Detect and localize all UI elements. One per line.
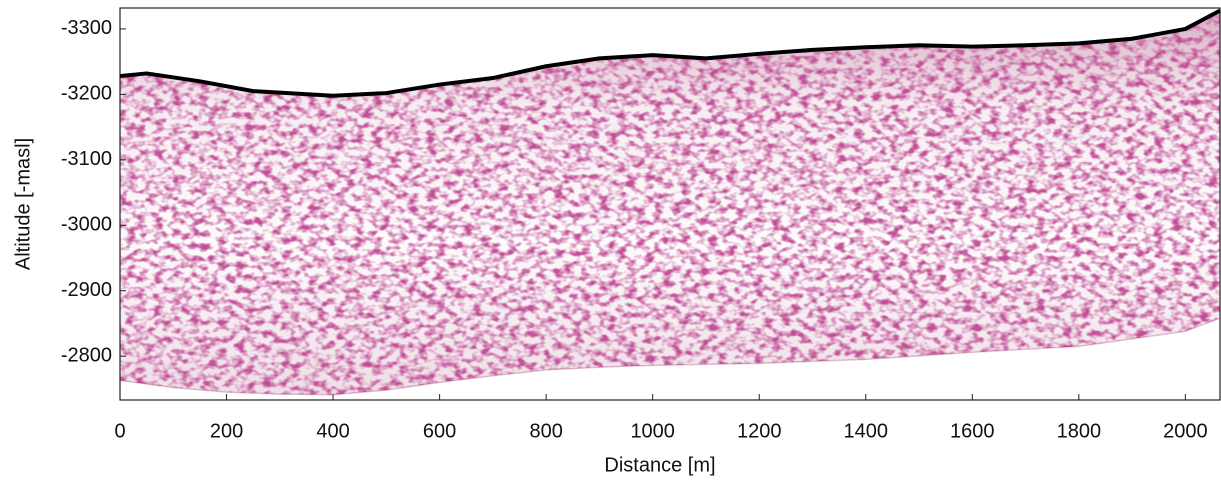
y-tick-label: -2900 — [61, 279, 112, 301]
x-tick-label: 2000 — [1163, 420, 1208, 442]
x-tick-label: 400 — [316, 420, 349, 442]
x-tick-label: 1800 — [1057, 420, 1102, 442]
x-axis-label: Distance [m] — [604, 454, 715, 476]
base-edge — [119, 317, 1221, 396]
x-tick-label: 1400 — [844, 420, 889, 442]
radar-image — [120, 10, 1220, 395]
x-tick-label: 1200 — [737, 420, 782, 442]
y-tick-label: -2800 — [61, 344, 112, 366]
y-tick-label: -3200 — [61, 83, 112, 105]
plot-frame — [119, 7, 1221, 401]
y-axis-label: Altitude [-masl] — [12, 138, 34, 270]
x-tick-label: 200 — [210, 420, 243, 442]
x-tick-label: 0 — [114, 420, 125, 442]
x-tick-label: 600 — [423, 420, 456, 442]
y-tick-label: -3000 — [61, 214, 112, 236]
y-tick-label: -3300 — [61, 17, 112, 39]
y-tick-label: -3100 — [61, 148, 112, 170]
x-tick-label: 800 — [529, 420, 562, 442]
x-tick-label: 1000 — [630, 420, 675, 442]
surface-line — [119, 8, 1221, 98]
x-tick-label: 1600 — [950, 420, 995, 442]
